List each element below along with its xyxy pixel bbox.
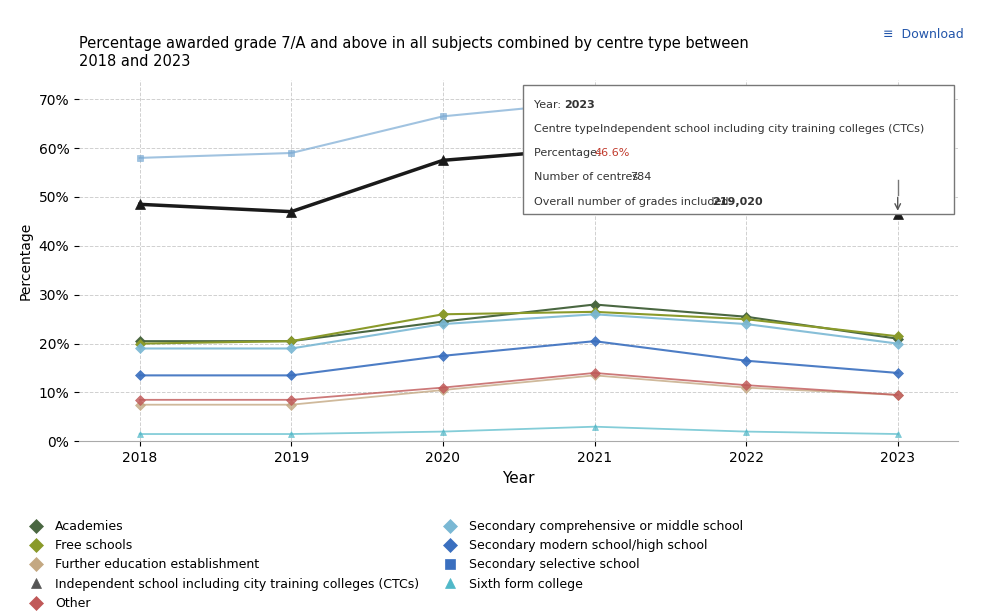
Text: Year:: Year: bbox=[534, 99, 564, 110]
Text: Centre type:: Centre type: bbox=[534, 124, 607, 134]
Y-axis label: Percentage: Percentage bbox=[19, 221, 33, 300]
Text: 2023: 2023 bbox=[564, 99, 595, 110]
Text: Independent school including city training colleges (CTCs): Independent school including city traini… bbox=[600, 124, 924, 134]
Text: ≡  Download: ≡ Download bbox=[882, 28, 963, 40]
Text: Percentage awarded grade 7/A and above in all subjects combined by centre type b: Percentage awarded grade 7/A and above i… bbox=[79, 36, 749, 69]
Text: 784: 784 bbox=[630, 172, 652, 182]
Text: 46.6%: 46.6% bbox=[595, 148, 630, 158]
Text: Number of centres:: Number of centres: bbox=[534, 172, 645, 182]
Text: Percentage:: Percentage: bbox=[534, 148, 604, 158]
Legend: Academies, Free schools, Further education establishment, Independent school inc: Academies, Free schools, Further educati… bbox=[24, 520, 743, 610]
X-axis label: Year: Year bbox=[503, 471, 535, 485]
FancyBboxPatch shape bbox=[523, 85, 954, 213]
Text: 219,020: 219,020 bbox=[712, 197, 763, 207]
Text: Overall number of grades included:: Overall number of grades included: bbox=[534, 197, 735, 207]
